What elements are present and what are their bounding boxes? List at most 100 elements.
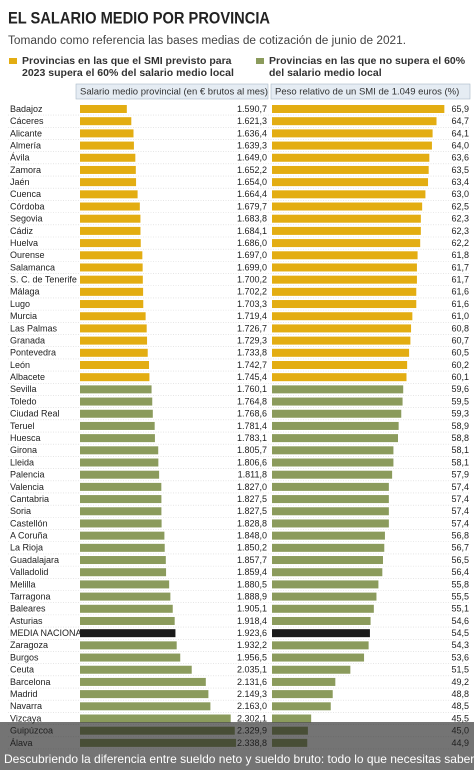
value-label: 1.639,3 bbox=[237, 140, 267, 150]
bar bbox=[272, 714, 312, 723]
bar bbox=[272, 214, 421, 223]
category-label: Jaén bbox=[10, 177, 30, 187]
category-label: Málaga bbox=[10, 287, 40, 297]
category-label: Tarragona bbox=[10, 591, 51, 601]
value-label: 1.880,5 bbox=[237, 579, 267, 589]
bar bbox=[272, 665, 351, 674]
bar bbox=[272, 397, 403, 406]
bar bbox=[272, 141, 432, 150]
value-label: 65,9 bbox=[451, 104, 469, 114]
bar bbox=[272, 531, 385, 540]
category-label: Segovia bbox=[10, 214, 43, 224]
bar bbox=[80, 129, 134, 138]
bar bbox=[272, 348, 410, 357]
value-label: 1.649,0 bbox=[237, 153, 267, 163]
bar bbox=[272, 287, 417, 296]
value-label: 1.726,7 bbox=[237, 323, 267, 333]
category-label: Badajoz bbox=[10, 104, 43, 114]
bar bbox=[272, 507, 389, 516]
category-label: S. C. de Tenerife bbox=[10, 275, 77, 285]
value-label: 58,1 bbox=[451, 457, 469, 467]
bar bbox=[80, 165, 136, 174]
category-label: Melilla bbox=[10, 579, 36, 589]
bar bbox=[272, 556, 383, 565]
value-label: 1.729,3 bbox=[237, 335, 267, 345]
panel-title: Salario medio provincial (en € brutos al… bbox=[80, 87, 268, 98]
bar bbox=[80, 421, 155, 430]
panel-title: Peso relativo de un SMI de 1.049 euros (… bbox=[275, 87, 459, 98]
bar bbox=[272, 470, 393, 479]
value-label: 53,6 bbox=[451, 652, 469, 662]
category-label: Cantabria bbox=[10, 494, 49, 504]
value-label: 1.733,8 bbox=[237, 348, 267, 358]
bar bbox=[80, 105, 127, 113]
bar bbox=[272, 324, 412, 333]
legend-item: Provincias en las que no supera el 60% d… bbox=[256, 55, 469, 79]
value-label: 57,4 bbox=[451, 506, 469, 516]
category-label: Zamora bbox=[10, 165, 41, 175]
value-label: 1.848,0 bbox=[237, 531, 267, 541]
value-label: 63,0 bbox=[451, 189, 469, 199]
legend-label: Provincias en las que no supera el 60% d… bbox=[269, 55, 466, 79]
value-label: 2.149,3 bbox=[237, 689, 267, 699]
category-label: Huesca bbox=[10, 433, 41, 443]
bar bbox=[80, 434, 155, 443]
bar bbox=[80, 178, 137, 187]
bar bbox=[80, 641, 177, 650]
value-label: 60,1 bbox=[451, 372, 469, 382]
bar bbox=[272, 580, 379, 589]
value-label: 1.679,7 bbox=[237, 201, 267, 211]
bar bbox=[80, 202, 140, 211]
value-label: 62,3 bbox=[451, 214, 469, 224]
header-box bbox=[270, 83, 471, 100]
category-label: Ourense bbox=[10, 250, 45, 260]
value-label: 62,2 bbox=[451, 238, 469, 248]
value-label: 1.857,7 bbox=[237, 555, 267, 565]
bar bbox=[272, 543, 385, 552]
value-label: 1.811,8 bbox=[238, 470, 267, 480]
value-label: 1.654,0 bbox=[237, 177, 267, 187]
value-label: 56,7 bbox=[451, 543, 469, 553]
bar bbox=[272, 263, 417, 272]
value-label: 63,4 bbox=[451, 177, 469, 187]
value-label: 1.764,8 bbox=[237, 396, 267, 406]
bar bbox=[80, 251, 143, 260]
bar bbox=[272, 434, 398, 443]
bar bbox=[272, 190, 426, 199]
value-label: 62,5 bbox=[451, 201, 469, 211]
value-label: 1.781,4 bbox=[237, 421, 267, 431]
value-label: 1.956,5 bbox=[237, 652, 267, 662]
value-label: 1.905,1 bbox=[237, 604, 267, 614]
bar bbox=[80, 495, 162, 504]
category-label: Las Palmas bbox=[10, 323, 58, 333]
value-label: 2.163,0 bbox=[237, 701, 267, 711]
category-label: Castellón bbox=[10, 518, 48, 528]
bar bbox=[272, 202, 423, 211]
bar bbox=[80, 616, 175, 625]
value-label: 58,1 bbox=[451, 445, 469, 455]
bar bbox=[80, 263, 143, 272]
category-label: Barcelona bbox=[10, 677, 51, 687]
value-label: 1.745,4 bbox=[237, 372, 267, 382]
category-label: Cáceres bbox=[10, 116, 44, 126]
bar bbox=[80, 287, 144, 296]
value-label: 1.923,6 bbox=[237, 628, 267, 638]
bar bbox=[80, 592, 171, 601]
category-label: Palencia bbox=[10, 470, 45, 480]
value-label: 1.918,4 bbox=[237, 616, 267, 626]
value-label: 1.888,9 bbox=[237, 591, 267, 601]
category-label: Girona bbox=[10, 445, 37, 455]
bar bbox=[80, 360, 150, 369]
bar bbox=[272, 604, 374, 613]
value-label: 61,8 bbox=[451, 250, 469, 260]
bar bbox=[80, 531, 165, 540]
bar bbox=[80, 373, 150, 382]
value-label: 60,5 bbox=[451, 348, 469, 358]
value-label: 1.621,3 bbox=[237, 116, 267, 126]
bar bbox=[272, 312, 413, 321]
title: EL SALARIO MEDIO POR PROVINCIA bbox=[8, 8, 270, 27]
category-label: Alicante bbox=[10, 128, 42, 138]
value-label: 1.827,5 bbox=[237, 494, 267, 504]
bar bbox=[272, 251, 418, 260]
value-label: 1.850,2 bbox=[237, 543, 267, 553]
